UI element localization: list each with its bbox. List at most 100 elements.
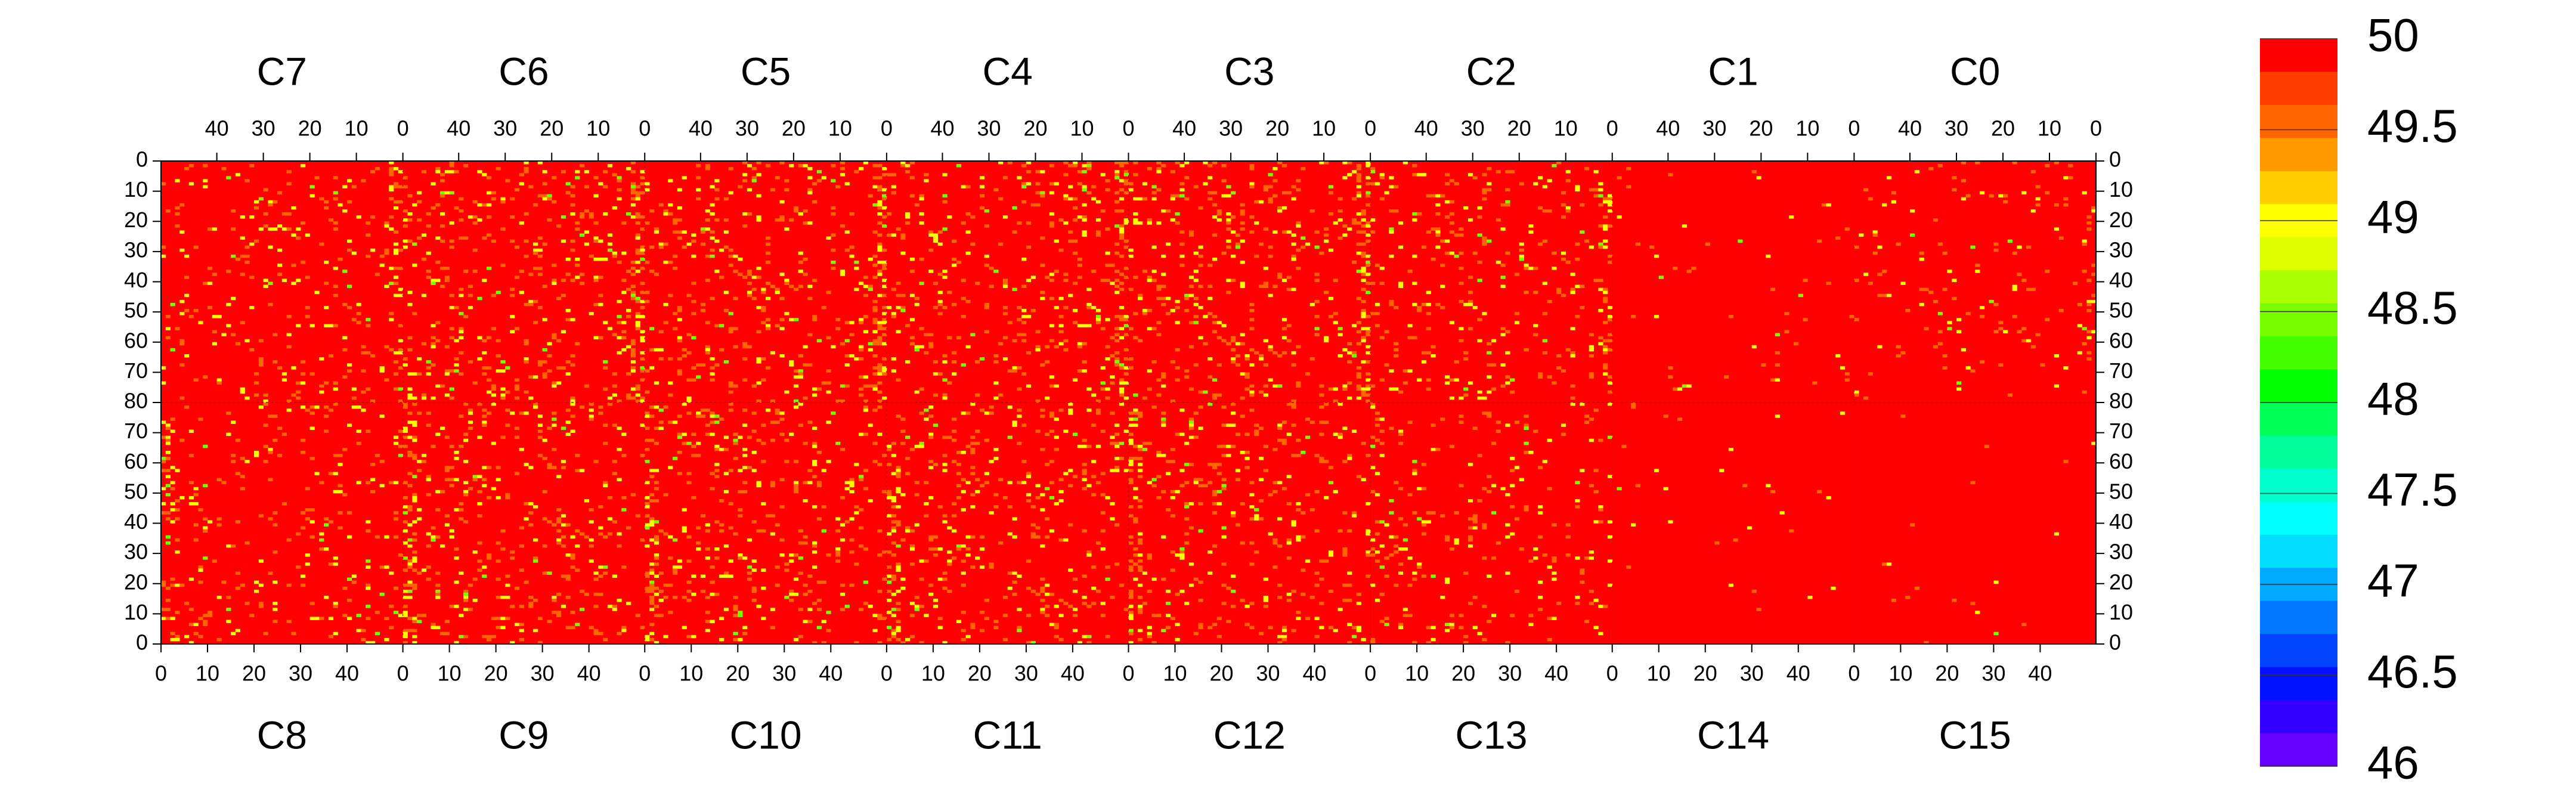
heatmap-cell — [1886, 176, 1892, 179]
heatmap-cell — [1296, 508, 1301, 512]
heatmap-cell — [1444, 375, 1450, 379]
heatmap-cell — [793, 460, 799, 463]
heatmap-cell — [1138, 608, 1143, 611]
heatmap-cell — [1467, 535, 1473, 539]
heatmap-cell — [161, 182, 166, 185]
heatmap-cell — [1356, 396, 1361, 400]
heatmap-cell — [965, 481, 971, 485]
heatmap-cell — [402, 357, 408, 361]
heatmap-cell — [407, 559, 413, 563]
heatmap-cell — [886, 599, 892, 602]
heatmap-cell — [909, 634, 915, 639]
heatmap-cell — [208, 614, 213, 617]
heatmap-cell — [728, 330, 733, 333]
heatmap-cell — [1603, 200, 1608, 204]
heatmap-cell — [431, 206, 436, 210]
heatmap-cell — [1203, 315, 1208, 318]
heatmap-cell — [482, 236, 487, 240]
heatmap-cell — [1035, 330, 1041, 333]
heatmap-cell — [654, 227, 660, 231]
heatmap-cell — [1570, 290, 1575, 295]
heatmap-cell — [1128, 535, 1134, 539]
heatmap-cell — [1356, 375, 1361, 379]
heatmap-cell — [1161, 302, 1166, 306]
heatmap-cell — [454, 206, 459, 210]
heatmap-cell — [1026, 493, 1032, 497]
heatmap-cell — [691, 432, 696, 436]
heatmap-cell — [649, 571, 655, 575]
heatmap-cell — [1226, 212, 1231, 216]
bottom-tick-label: 40 — [819, 661, 843, 686]
heatmap-cell — [431, 281, 436, 285]
heatmap-cell — [882, 342, 887, 346]
heatmap-cell — [1193, 411, 1199, 415]
heatmap-cell — [1635, 484, 1640, 488]
heatmap-cell — [1398, 221, 1404, 225]
heatmap-cell — [928, 583, 934, 587]
heatmap-cell — [686, 634, 692, 639]
heatmap-cell — [677, 306, 683, 309]
heatmap-cell — [710, 620, 715, 623]
heatmap-cell — [761, 290, 766, 295]
heatmap-cell — [849, 538, 854, 542]
heatmap-cell — [547, 463, 552, 466]
heatmap-cell — [2082, 191, 2087, 195]
heatmap-cell — [909, 547, 915, 551]
heatmap-cell — [1738, 239, 1743, 243]
heatmap-cell — [630, 342, 636, 346]
heatmap-cell — [1165, 242, 1171, 246]
heatmap-cell — [1379, 336, 1385, 340]
heatmap-cell — [630, 284, 636, 289]
heatmap-cell — [1082, 218, 1087, 222]
heatmap-cell — [1123, 161, 1129, 165]
heatmap-cell — [296, 324, 301, 327]
heatmap-cell — [208, 520, 213, 524]
heatmap-cell — [1119, 457, 1125, 460]
heatmap-cell — [398, 444, 404, 448]
heatmap-cell — [1384, 523, 1389, 527]
heatmap-cell — [1100, 614, 1106, 617]
heatmap-cell — [570, 396, 575, 400]
heatmap-cell — [942, 435, 948, 439]
heatmap-cell — [710, 296, 715, 301]
heatmap-cell — [933, 605, 939, 608]
heatmap-cell — [677, 309, 683, 312]
heatmap-cell — [459, 414, 464, 418]
heatmap-cell — [677, 559, 683, 563]
heatmap-cell — [719, 275, 724, 279]
heatmap-cell — [1510, 378, 1515, 382]
heatmap-cell — [1151, 614, 1157, 617]
heatmap-cell — [635, 614, 640, 617]
heatmap-cell — [1017, 366, 1022, 370]
heatmap-cell — [691, 574, 696, 578]
heatmap-cell — [1077, 275, 1082, 279]
heatmap-cell — [1351, 626, 1357, 630]
heatmap-cell — [1472, 517, 1478, 521]
heatmap-cell — [1263, 384, 1268, 388]
heatmap-cell — [775, 420, 780, 424]
heatmap-cell — [1128, 541, 1134, 545]
bottom-tick-label: 0 — [881, 661, 893, 686]
heatmap-cell — [440, 212, 445, 216]
heatmap-cell — [961, 185, 966, 188]
heatmap-cell — [500, 369, 506, 373]
heatmap-cell — [454, 556, 459, 560]
heatmap-cell — [203, 614, 208, 617]
heatmap-cell — [1198, 626, 1203, 630]
heatmap-cell — [896, 602, 901, 605]
heatmap-cell — [1374, 411, 1380, 415]
heatmap-cell — [705, 348, 710, 352]
heatmap-cell — [872, 330, 878, 333]
heatmap-cell — [630, 182, 636, 185]
heatmap-cell — [1412, 336, 1417, 340]
heatmap-cell — [1286, 592, 1292, 596]
heatmap-cell — [1398, 390, 1404, 394]
heatmap-cell — [244, 261, 250, 264]
heatmap-cell — [877, 614, 883, 617]
heatmap-cell — [1212, 215, 1218, 219]
heatmap-cell — [1598, 309, 1603, 312]
heatmap-cell — [431, 623, 436, 627]
heatmap-cell — [640, 245, 645, 249]
heatmap-cell — [1017, 481, 1022, 485]
heatmap-cell — [942, 360, 948, 364]
